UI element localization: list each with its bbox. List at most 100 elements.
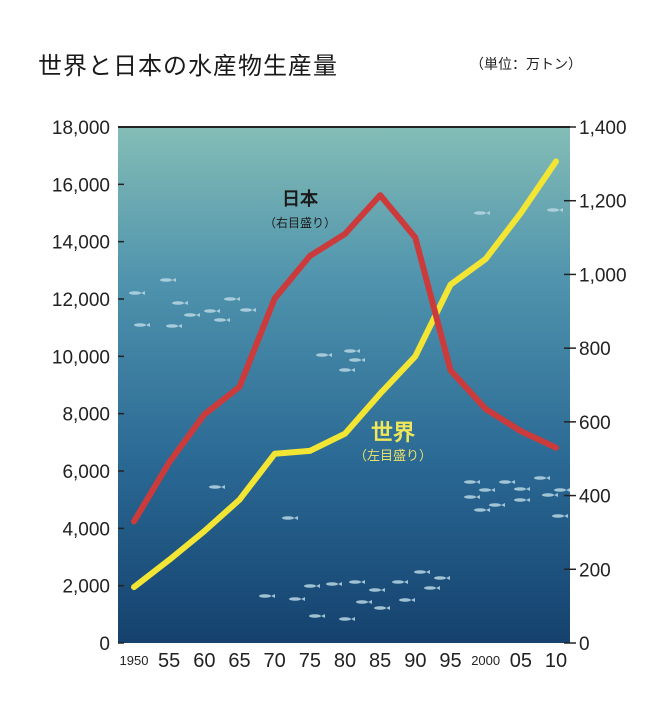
fish-icon xyxy=(434,576,446,580)
x-tick-label: 55 xyxy=(158,650,180,672)
fish-icon xyxy=(339,368,351,372)
fish-tail-icon xyxy=(501,503,505,507)
fish-tail-icon xyxy=(252,308,256,312)
fish-icon xyxy=(309,614,321,618)
fish-tail-icon xyxy=(486,508,490,512)
fish-tail-icon xyxy=(526,487,530,491)
fish-icon xyxy=(392,580,404,584)
left-tick-label: 8,000 xyxy=(62,405,110,426)
fish-icon xyxy=(184,313,196,317)
fish-icon xyxy=(464,480,476,484)
series-sub-world: （左目盛り） xyxy=(354,449,432,464)
fish-icon xyxy=(514,498,526,502)
series-label-world: 世界 xyxy=(371,421,415,446)
left-tick-label: 16,000 xyxy=(52,175,110,196)
fish-tail-icon xyxy=(361,580,365,584)
fish-icon xyxy=(489,503,501,507)
series-labels: 日本 （右目盛り） 世界 （左目盛り） xyxy=(264,188,432,464)
fish-icon xyxy=(542,493,554,497)
fish-icon xyxy=(534,476,546,480)
x-tick-label: 05 xyxy=(510,650,532,672)
x-tick-label: 95 xyxy=(439,650,461,672)
fish-tail-icon xyxy=(294,516,298,520)
fish-icon xyxy=(160,278,172,282)
plot-background xyxy=(118,127,570,643)
fish-tail-icon xyxy=(476,480,480,484)
fish-tail-icon xyxy=(351,368,355,372)
fish-tail-icon xyxy=(404,580,408,584)
right-tick-label: 600 xyxy=(579,413,611,434)
fish-icon xyxy=(129,291,141,295)
series-label-japan: 日本 xyxy=(282,188,318,210)
fish-icon xyxy=(369,588,381,592)
fish-tail-icon xyxy=(554,493,558,497)
left-tick-label: 4,000 xyxy=(62,519,110,540)
x-tick-label: 10 xyxy=(545,650,567,672)
fish-icon xyxy=(474,508,486,512)
fish-icon xyxy=(479,488,491,492)
fish-tail-icon xyxy=(338,582,342,586)
fish-decoration xyxy=(129,208,570,621)
fish-tail-icon xyxy=(511,480,515,484)
series-sub-japan: （右目盛り） xyxy=(264,215,336,230)
right-tick-label: 200 xyxy=(579,560,611,581)
x-tick-label: 75 xyxy=(299,650,321,672)
fish-icon xyxy=(349,580,361,584)
unit-note: （単位：万トン） xyxy=(470,57,582,73)
left-axis: 0 2,000 4,000 6,000 8,000 10,000 12,000 14,000 1… xyxy=(52,118,124,655)
fish-icon xyxy=(499,480,511,484)
fish-tail-icon xyxy=(566,488,570,492)
fish-icon xyxy=(339,617,351,621)
fish-tail-icon xyxy=(426,570,430,574)
fish-tail-icon xyxy=(236,297,240,301)
fish-icon xyxy=(554,488,566,492)
fish-tail-icon xyxy=(361,358,365,362)
left-tick-label: 10,000 xyxy=(52,347,110,368)
fish-tail-icon xyxy=(356,349,360,353)
fish-tail-icon xyxy=(436,586,440,590)
fish-icon xyxy=(214,318,226,322)
x-axis: 1950 55 60 65 70 75 80 85 90 95 2000 05 10 xyxy=(120,650,568,672)
right-tick-label: 1,200 xyxy=(579,192,627,213)
fish-icon xyxy=(316,353,328,357)
fish-tail-icon xyxy=(271,594,275,598)
fish-icon xyxy=(344,349,356,353)
fish-tail-icon xyxy=(221,485,225,489)
right-tick-label: 1,400 xyxy=(579,118,627,139)
fish-icon xyxy=(204,309,216,313)
fish-tail-icon xyxy=(146,323,150,327)
fish-icon xyxy=(399,598,411,602)
fish-icon xyxy=(282,516,294,520)
fish-tail-icon xyxy=(141,291,145,295)
fish-tail-icon xyxy=(486,211,490,215)
fish-icon xyxy=(374,606,386,610)
fish-tail-icon xyxy=(564,514,568,518)
series-lines xyxy=(131,158,559,591)
left-tick-label: 6,000 xyxy=(62,462,110,483)
fish-tail-icon xyxy=(559,208,563,212)
fish-icon xyxy=(259,594,271,598)
left-tick-label: 12,000 xyxy=(52,290,110,311)
fish-icon xyxy=(414,570,426,574)
fish-icon xyxy=(356,600,368,604)
x-tick-label: 65 xyxy=(228,650,250,672)
x-tick-label: 85 xyxy=(369,650,391,672)
x-tick-label: 1950 xyxy=(120,653,149,668)
fish-icon xyxy=(424,586,436,590)
fish-icon xyxy=(464,495,476,499)
right-tick-label: 1,000 xyxy=(579,265,627,286)
fish-tail-icon xyxy=(184,301,188,305)
fish-icon xyxy=(240,308,252,312)
x-tick-label: 80 xyxy=(334,650,356,672)
fish-icon xyxy=(304,584,316,588)
right-tick-label: 400 xyxy=(579,487,611,508)
fish-icon xyxy=(134,323,146,327)
fish-tail-icon xyxy=(411,598,415,602)
fish-tail-icon xyxy=(386,606,390,610)
fish-tail-icon xyxy=(178,324,182,328)
fish-tail-icon xyxy=(196,313,200,317)
fish-icon xyxy=(552,514,564,518)
fish-icon xyxy=(289,597,301,601)
fish-tail-icon xyxy=(351,617,355,621)
fish-tail-icon xyxy=(491,488,495,492)
